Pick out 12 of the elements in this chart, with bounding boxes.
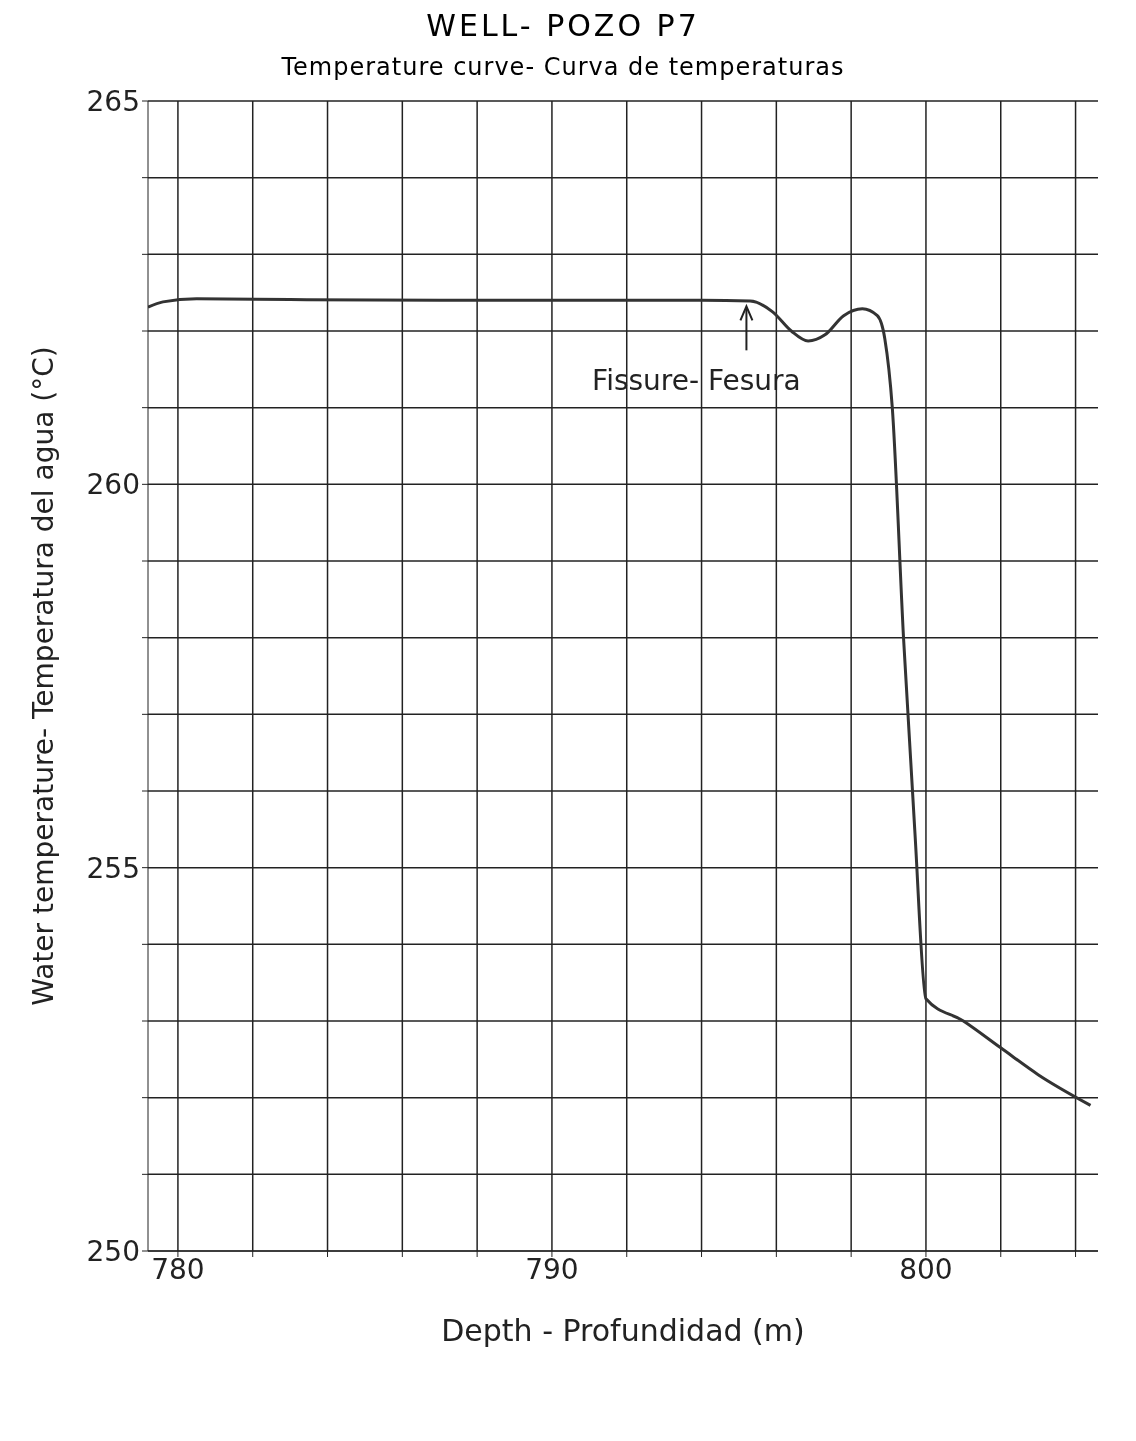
x-tick-label: 800: [899, 1252, 953, 1286]
x-axis-title: Depth - Profundidad (m): [441, 1313, 805, 1348]
y-tick-label: 250: [86, 1234, 140, 1268]
x-tick-label: 790: [525, 1252, 579, 1286]
y-tick-label: 260: [86, 468, 140, 502]
line-series: [148, 297, 1093, 1107]
y-tick-label: 265: [86, 84, 140, 118]
x-tick-label: 780: [151, 1252, 205, 1286]
chart-subtitle: Temperature curve- Curva de temperaturas: [280, 53, 846, 81]
chart-title: WELL- POZO P7: [425, 8, 701, 43]
y-axis-title: Water temperature- Temperatura del agua (°C): [26, 346, 60, 1006]
y-tick-label: 255: [86, 851, 140, 885]
